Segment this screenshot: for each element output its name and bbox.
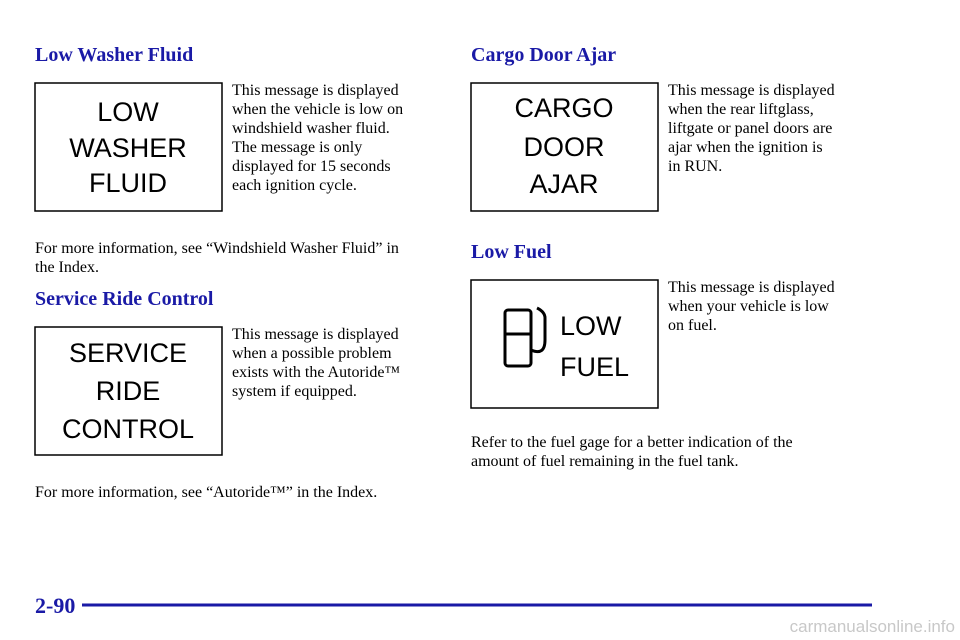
display-text: CARGO xyxy=(514,93,613,123)
page-number: 2-90 xyxy=(35,593,75,618)
description-line: when a possible problem xyxy=(232,345,392,362)
note-line: Refer to the fuel gage for a better indi… xyxy=(471,434,793,451)
note-line: the Index. xyxy=(35,259,99,276)
display-text: DOOR xyxy=(524,132,605,162)
description-line: each ignition cycle. xyxy=(232,177,357,194)
note-line: For more information, see “Windshield Wa… xyxy=(35,240,399,257)
display-text: CONTROL xyxy=(62,414,194,444)
section-heading: Low Washer Fluid xyxy=(35,44,193,66)
display-box xyxy=(34,82,223,212)
description-line: liftgate or panel doors are xyxy=(668,120,832,137)
description-line: This message is displayed xyxy=(668,279,835,296)
description-line: when your vehicle is low xyxy=(668,298,829,315)
note-line: For more information, see “Autoride™” in… xyxy=(35,484,377,501)
display-text: SERVICE xyxy=(69,338,187,368)
description-line: This message is displayed xyxy=(668,82,835,99)
note-line: amount of fuel remaining in the fuel tan… xyxy=(471,453,738,470)
display-text: LOW xyxy=(560,311,622,341)
description-line: when the rear liftglass, xyxy=(668,101,814,118)
description-line: when the vehicle is low on xyxy=(232,101,403,118)
description-line: displayed for 15 seconds xyxy=(232,158,391,175)
description-line: The message is only xyxy=(232,139,362,156)
watermark: carmanualsonline.info xyxy=(790,617,955,636)
description-line: on fuel. xyxy=(668,317,717,334)
display-text: AJAR xyxy=(529,169,598,199)
display-text: RIDE xyxy=(96,376,161,406)
description-line: system if equipped. xyxy=(232,383,357,400)
description-line: in RUN. xyxy=(668,158,722,175)
display-box xyxy=(34,326,223,456)
description-line: exists with the Autoride™ xyxy=(232,364,400,381)
section-heading: Low Fuel xyxy=(471,241,552,263)
description-line: windshield washer fluid. xyxy=(232,120,390,137)
description-line: ajar when the ignition is xyxy=(668,139,823,156)
display-box xyxy=(470,279,659,409)
section-heading: Service Ride Control xyxy=(35,288,214,310)
fuel-pump-icon xyxy=(503,306,547,368)
display-text: LOW xyxy=(97,97,159,127)
description-line: This message is displayed xyxy=(232,82,399,99)
display-text: WASHER xyxy=(69,133,187,163)
description-line: This message is displayed xyxy=(232,326,399,343)
section-heading: Cargo Door Ajar xyxy=(471,44,616,66)
display-text: FLUID xyxy=(89,168,167,198)
display-box xyxy=(470,82,659,212)
display-text: FUEL xyxy=(560,352,629,382)
